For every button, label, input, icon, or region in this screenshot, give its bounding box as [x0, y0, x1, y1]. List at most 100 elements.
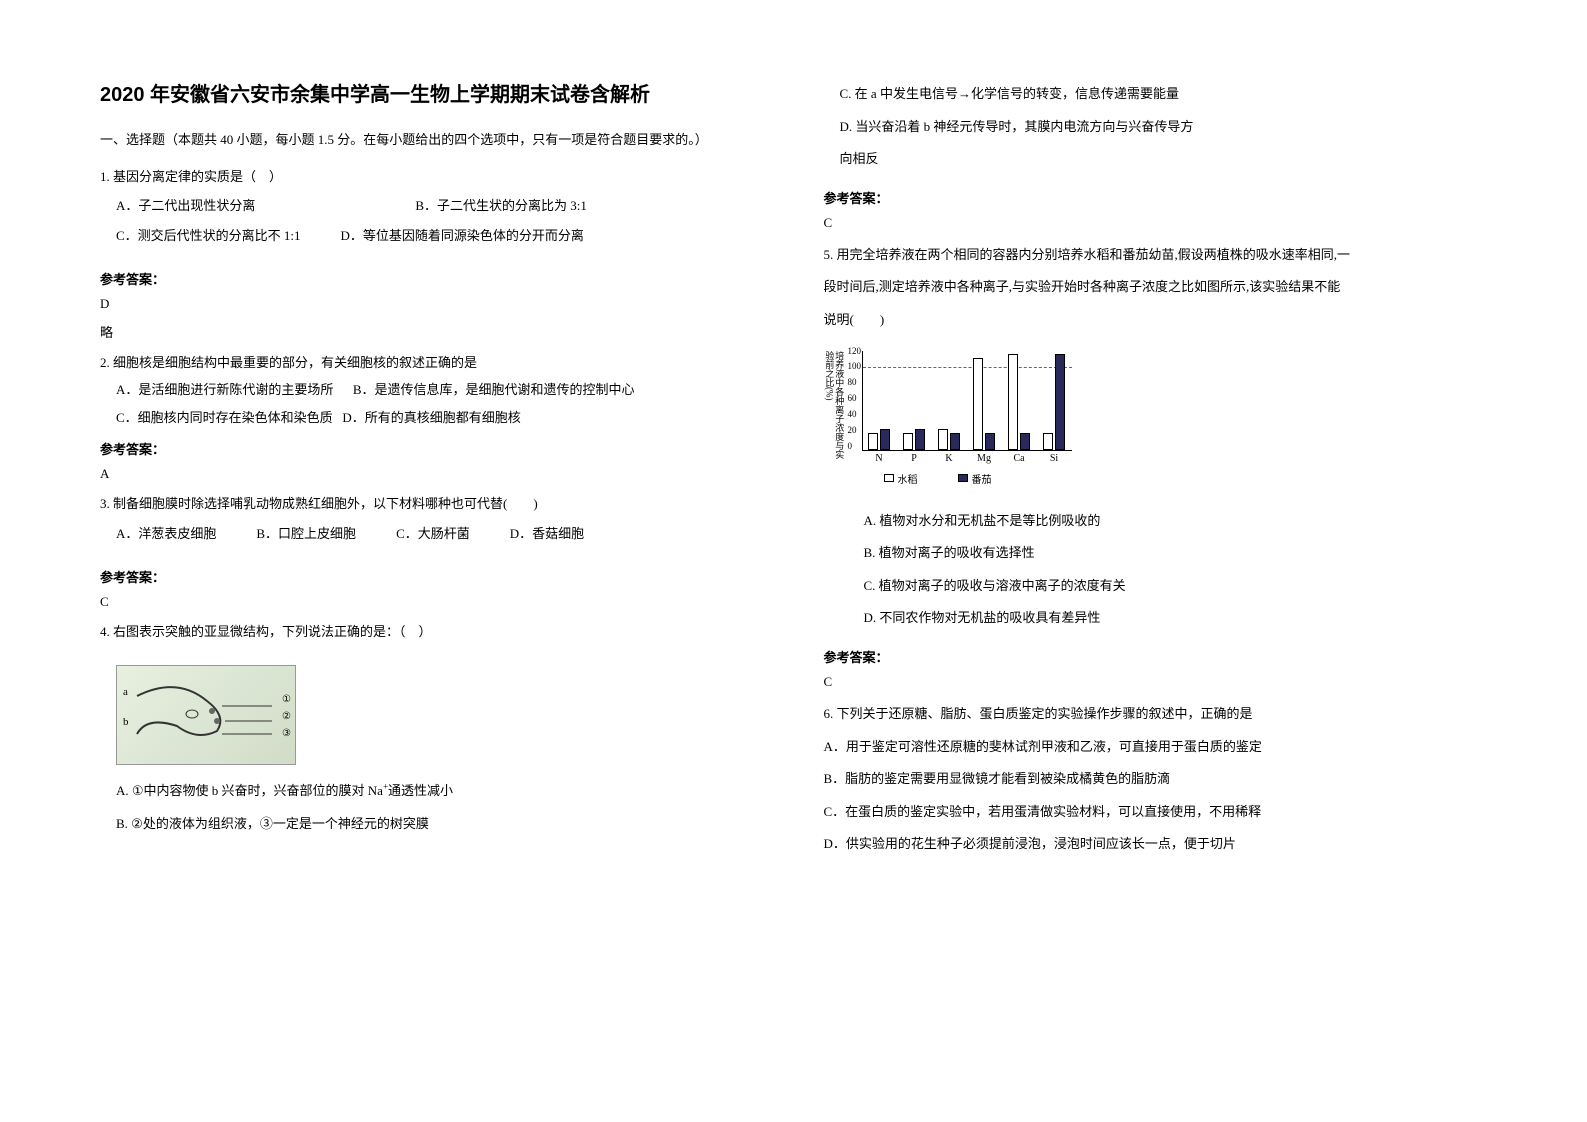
question-1: 1. 基因分离定律的实质是（ ） A．子二代出现性状分离 B．子二代生状的分离比… [100, 165, 764, 253]
q3-option-a: A．洋葱表皮细胞 [116, 522, 216, 545]
bar-rice [973, 358, 983, 450]
q2-option-d: D．所有的真核细胞都有细胞核 [342, 410, 520, 425]
q1-answer-label: 参考答案： [100, 269, 764, 288]
q4-answer: C [824, 215, 1488, 231]
ytick: 0 [848, 441, 862, 451]
ytick: 40 [848, 409, 862, 419]
q1-option-d: D．等位基因随着同源染色体的分开而分离 [341, 224, 584, 247]
ytick: 20 [848, 425, 862, 435]
bar-tomato [1020, 433, 1030, 450]
legend-label-tomato: 番茄 [972, 471, 992, 486]
q1-option-c: C．测交后代性状的分离比不 1:1 [116, 224, 301, 247]
q2-answer: A [100, 466, 764, 482]
question-4: 4. 右图表示突触的亚显微结构，下列说法正确的是：（ ） [100, 620, 764, 647]
question-3: 3. 制备细胞膜时除选择哺乳动物成熟红细胞外，以下材料哪种也可代替( ) A．洋… [100, 492, 764, 551]
diagram-label-2: ② [282, 711, 291, 722]
chart-legend: 水稻 番茄 [884, 471, 992, 486]
diagram-labels-nums: ① ② ③ [282, 694, 291, 739]
q2-option-a: A．是活细胞进行新陈代谢的主要场所 [116, 382, 333, 397]
q5-stem-line3: 说明( ) [824, 306, 1488, 335]
q3-options: A．洋葱表皮细胞 B．口腔上皮细胞 C．大肠杆菌 D．香菇细胞 [116, 522, 764, 545]
bar-rice [868, 433, 878, 450]
bar-tomato [985, 433, 995, 450]
q5-stem-line1: 5. 用完全培养液在两个相同的容器内分别培养水稻和番茄幼苗,假设两植株的吸水速率… [824, 241, 1488, 270]
legend-label-rice: 水稻 [898, 471, 918, 486]
synapse-svg [117, 666, 297, 766]
question-2: 2. 细胞核是细胞结构中最重要的部分，有关细胞核的叙述正确的是 A．是活细胞进行… [100, 351, 764, 433]
bar-group [973, 358, 997, 450]
q6-option-c: C．在蛋白质的鉴定实验中，若用蛋清做实验材料，可以直接使用，不用稀释 [824, 798, 1488, 827]
q2-option-c: C．细胞核内同时存在染色体和染色质 [116, 410, 333, 425]
q1-options-row1: A．子二代出现性状分离 B．子二代生状的分离比为 3:1 [116, 194, 764, 217]
q6-option-b: B．脂肪的鉴定需要用显微镜才能看到被染成橘黄色的脂肪滴 [824, 765, 1488, 794]
bar-tomato [915, 429, 925, 450]
legend-item-tomato: 番茄 [958, 471, 992, 486]
q1-option-a: A．子二代出现性状分离 [116, 194, 255, 217]
bar-group [868, 429, 892, 450]
bar-group [938, 429, 962, 450]
left-column: 2020 年安徽省六安市余集中学高一生物上学期期末试卷含解析 一、选择题（本题共… [100, 80, 764, 1082]
q2-options-row2: C．细胞核内同时存在染色体和染色质 D．所有的真核细胞都有细胞核 [116, 406, 764, 429]
xlabel: K [932, 453, 967, 464]
legend-item-rice: 水稻 [884, 471, 918, 486]
ytick: 120 [848, 346, 862, 356]
section-header: 一、选择题（本题共 40 小题，每小题 1.5 分。在每小题给出的四个选项中，只… [100, 130, 764, 151]
bar-tomato [1055, 354, 1065, 450]
bar-rice [938, 429, 948, 450]
bar-rice [1008, 354, 1018, 450]
xlabel: Ca [1002, 453, 1037, 464]
legend-swatch-dark [958, 474, 968, 482]
q3-option-b: B．口腔上皮细胞 [256, 522, 356, 545]
q6-option-d: D．供实验用的花生种子必须提前浸泡，浸泡时间应该长一点，便于切片 [824, 830, 1488, 859]
xlabel: Mg [967, 453, 1002, 464]
q1-stem: 1. 基因分离定律的实质是（ ） [100, 165, 764, 188]
bar-tomato [950, 433, 960, 450]
right-column: C. 在 a 中发生电信号→化学信号的转变，信息传递需要能量 D. 当兴奋沿着 … [824, 80, 1488, 1082]
document-title: 2020 年安徽省六安市余集中学高一生物上学期期末试卷含解析 [100, 80, 764, 110]
bar-group [1043, 354, 1067, 450]
q1-answer: D [100, 296, 764, 312]
ytick: 100 [848, 361, 862, 371]
chart-y-axis-label: 培养液中各种离子浓度与实验前之比(%) [824, 351, 844, 461]
q3-option-d: D．香菇细胞 [510, 522, 584, 545]
q2-answer-label: 参考答案： [100, 439, 764, 458]
q3-stem: 3. 制备细胞膜时除选择哺乳动物成熟红细胞外，以下材料哪种也可代替( ) [100, 492, 764, 515]
bar-tomato [880, 429, 890, 450]
q5-option-a: A. 植物对水分和无机盐不是等比例吸收的 [864, 507, 1488, 536]
q4-option-b: B. ②处的液体为组织液，③一定是一个神经元的树突膜 [116, 810, 764, 839]
q4-option-d-line2: 向相反 [840, 145, 1488, 174]
q6-option-a: A．用于鉴定可溶性还原糖的斐林试剂甲液和乙液，可直接用于蛋白质的鉴定 [824, 733, 1488, 762]
q3-answer: C [100, 594, 764, 610]
q4-stem: 4. 右图表示突触的亚显微结构，下列说法正确的是：（ ） [100, 620, 764, 643]
bar-rice [903, 433, 913, 450]
synapse-diagram: a b ① ② ③ [116, 665, 296, 765]
chart-y-ticks: 120 100 80 60 40 20 0 [848, 346, 862, 451]
q1-note: 略 [100, 322, 764, 341]
q5-option-b: B. 植物对离子的吸收有选择性 [864, 539, 1488, 568]
q1-option-b: B．子二代生状的分离比为 3:1 [415, 194, 587, 217]
ytick: 60 [848, 393, 862, 403]
q4-answer-label: 参考答案： [824, 188, 1488, 207]
xlabel: Si [1037, 453, 1072, 464]
q5-answer-label: 参考答案： [824, 647, 1488, 666]
q5-option-c: C. 植物对离子的吸收与溶液中离子的浓度有关 [864, 572, 1488, 601]
bar-group [1008, 354, 1032, 450]
xlabel: N [862, 453, 897, 464]
q2-option-b: B．是遗传信息库，是细胞代谢和遗传的控制中心 [353, 382, 635, 397]
q2-stem: 2. 细胞核是细胞结构中最重要的部分，有关细胞核的叙述正确的是 [100, 351, 764, 374]
q4-option-d-line1: D. 当兴奋沿着 b 神经元传导时，其膜内电流方向与兴奋传导方 [840, 113, 1488, 142]
chart-plot-area [862, 351, 1072, 451]
chart-x-labels: N P K Mg Ca Si [862, 453, 1072, 464]
bar-rice [1043, 433, 1053, 450]
q5-stem-line2: 段时间后,测定培养液中各种离子,与实验开始时各种离子浓度之比如图所示,该实验结果… [824, 273, 1488, 302]
bar-group [903, 429, 927, 450]
xlabel: P [897, 453, 932, 464]
q5-option-d: D. 不同农作物对无机盐的吸收具有差异性 [864, 604, 1488, 633]
legend-swatch-white [884, 474, 894, 482]
ion-concentration-chart: 培养液中各种离子浓度与实验前之比(%) 120 100 80 60 40 20 … [824, 351, 1084, 491]
q6-stem: 6. 下列关于还原糖、脂肪、蛋白质鉴定的实验操作步骤的叙述中，正确的是 [824, 700, 1488, 729]
q4-option-c: C. 在 a 中发生电信号→化学信号的转变，信息传递需要能量 [840, 80, 1488, 109]
q3-option-c: C．大肠杆菌 [396, 522, 470, 545]
diagram-label-1: ① [282, 694, 291, 705]
q4-option-a: A. ①中内容物使 b 兴奋时，兴奋部位的膜对 Na+通透性减小 [116, 777, 764, 806]
